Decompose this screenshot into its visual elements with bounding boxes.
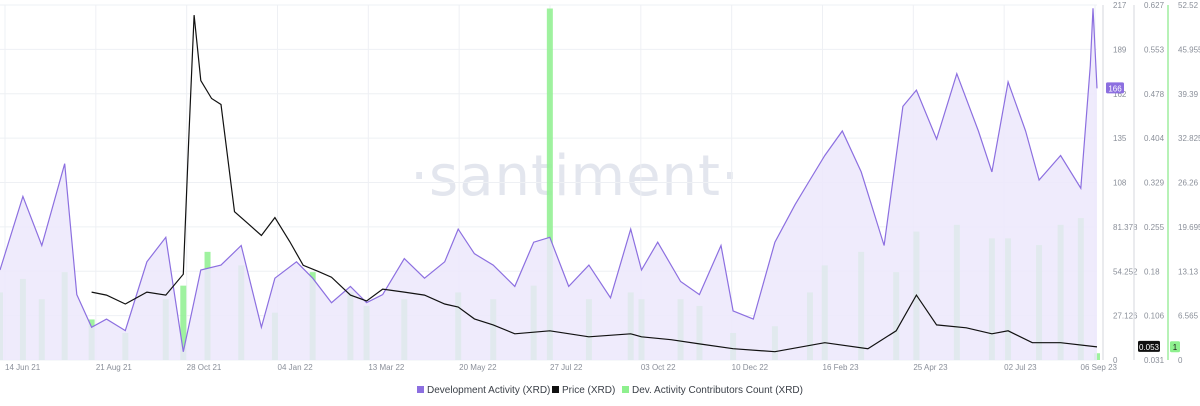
price-tick-label: 0.031 bbox=[1144, 356, 1165, 365]
dev-activity-line bbox=[0, 8, 1098, 352]
x-tick-label: 03 Oct 22 bbox=[641, 363, 676, 372]
dev_activity-tick-label: 0 bbox=[1113, 356, 1118, 365]
x-tick-label: 10 Dec 22 bbox=[732, 363, 769, 372]
price-tick-label: 0.627 bbox=[1144, 1, 1165, 10]
x-tick-label: 16 Feb 23 bbox=[823, 363, 860, 372]
dev_activity-tick-label: 27.126 bbox=[1113, 312, 1138, 321]
legend-swatch bbox=[552, 386, 559, 393]
contributors-tick-label: 13.13 bbox=[1178, 267, 1199, 276]
x-tick-label: 27 Jul 22 bbox=[550, 363, 583, 372]
legend-label: Dev. Activity Contributors Count (XRD) bbox=[632, 385, 803, 396]
contributors-tick-label: 19.695 bbox=[1178, 223, 1200, 232]
price-tick-label: 0.106 bbox=[1144, 312, 1165, 321]
x-tick-label: 04 Jan 22 bbox=[278, 363, 314, 372]
price-tick-label: 0.255 bbox=[1144, 223, 1165, 232]
contributors-tick-label: 32.825 bbox=[1178, 134, 1200, 143]
dev-activity-area bbox=[0, 8, 1097, 361]
contributors-tick-label: 52.52 bbox=[1178, 1, 1199, 10]
dev_activity-tick-label: 81.378 bbox=[1113, 223, 1138, 232]
x-tick-label: 14 Jun 21 bbox=[5, 363, 41, 372]
price-series bbox=[91, 15, 1098, 353]
legend-item[interactable]: Development Activity (XRD) bbox=[417, 385, 550, 396]
dev_activity-tick-label: 54.252 bbox=[1113, 267, 1138, 276]
contributors-bar bbox=[546, 8, 553, 360]
price-tick-label: 0.553 bbox=[1144, 45, 1165, 54]
dev_activity-tick-label: 162 bbox=[1113, 90, 1127, 99]
dev_activity-tick-label: 189 bbox=[1113, 45, 1127, 54]
legend[interactable]: Development Activity (XRD) Price (XRD) Dev… bbox=[417, 385, 803, 396]
contributors-tick-label: 45.955 bbox=[1178, 45, 1200, 54]
x-tick-label: 25 Apr 23 bbox=[913, 363, 948, 372]
price-last-value-label: 0.053 bbox=[1139, 343, 1160, 352]
legend-swatch bbox=[622, 386, 629, 393]
contributors-tick-label: 39.39 bbox=[1178, 90, 1199, 99]
dev_activity-tick-label: 217 bbox=[1113, 1, 1127, 10]
watermark: ·santiment· bbox=[410, 144, 740, 209]
x-tick-label: 13 Mar 22 bbox=[368, 363, 405, 372]
axes: 217 189 162 135 108 81.378 54.252 27.126 0 0.627 0… bbox=[1102, 1, 1200, 365]
price-tick-label: 0.478 bbox=[1144, 90, 1165, 99]
x-tick-label: 20 May 22 bbox=[459, 363, 497, 372]
contributors-bar bbox=[180, 285, 187, 360]
dev_activity-tick-label: 135 bbox=[1113, 134, 1127, 143]
x-tick-label: 21 Aug 21 bbox=[96, 363, 133, 372]
price-line bbox=[91, 15, 1098, 353]
contributors-last-value-badge bbox=[1170, 341, 1180, 353]
contributors-last-value-label: 1 bbox=[1173, 343, 1178, 352]
dev_activity-tick-label: 108 bbox=[1113, 179, 1127, 188]
price-tick-label: 0.18 bbox=[1144, 267, 1160, 276]
x-axis-ticks: 14 Jun 21 21 Aug 21 28 Oct 21 04 Jan 22 13 M… bbox=[5, 363, 1118, 372]
legend-label: Development Activity (XRD) bbox=[427, 385, 550, 396]
x-tick-label: 28 Oct 21 bbox=[187, 363, 222, 372]
legend-swatch bbox=[417, 386, 424, 393]
legend-item[interactable]: Dev. Activity Contributors Count (XRD) bbox=[622, 385, 803, 396]
contributors-tick-label: 6.565 bbox=[1178, 312, 1199, 321]
dev_activity-last-value-label: 166 bbox=[1108, 84, 1122, 93]
contributors-tick-label: 0 bbox=[1178, 356, 1183, 365]
x-tick-label: 02 Jul 23 bbox=[1004, 363, 1037, 372]
price-last-value-badge bbox=[1138, 340, 1160, 352]
price-tick-label: 0.404 bbox=[1144, 134, 1165, 143]
contributors-tick-label: 26.26 bbox=[1178, 179, 1199, 188]
price-tick-label: 0.329 bbox=[1144, 179, 1165, 188]
dev_activity-last-value-badge bbox=[1106, 82, 1124, 94]
dev-activity-series bbox=[0, 8, 1098, 361]
legend-label: Price (XRD) bbox=[562, 385, 615, 396]
x-tick-label: 06 Sep 23 bbox=[1081, 363, 1118, 372]
legend-item[interactable]: Price (XRD) bbox=[552, 385, 615, 396]
